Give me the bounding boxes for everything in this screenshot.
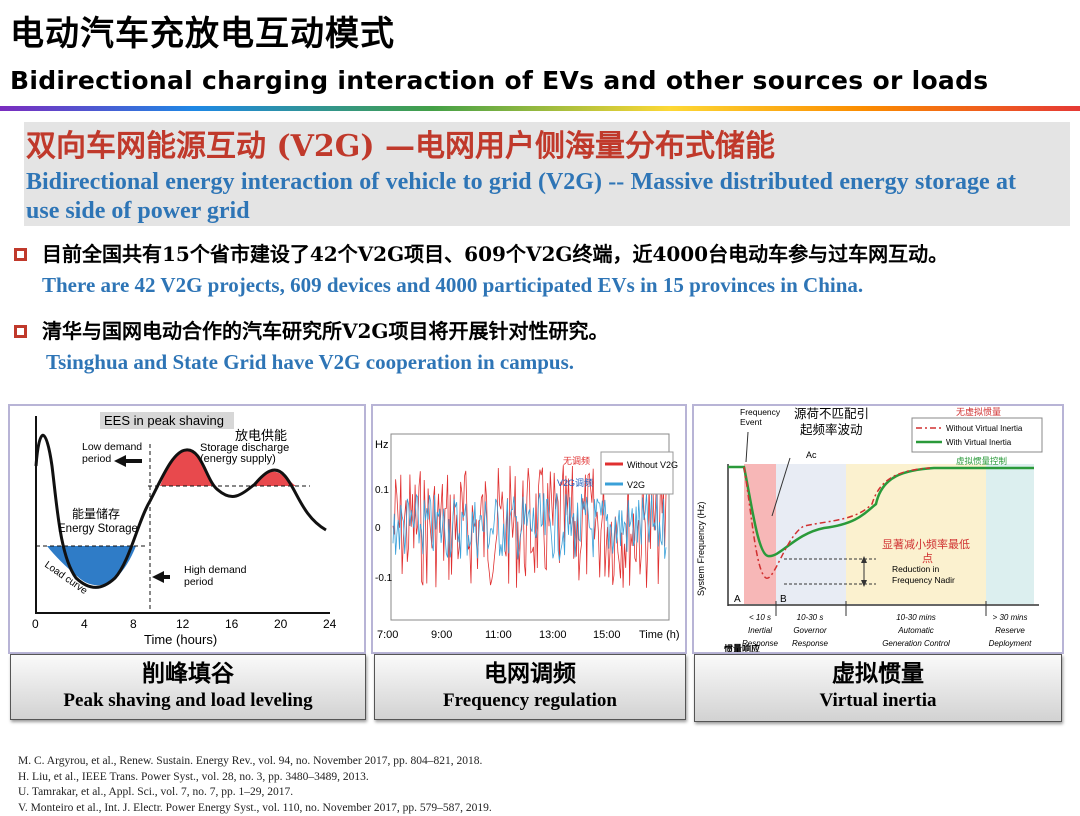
label-a: A (734, 594, 741, 605)
freq-y-tick: 0.1 (375, 485, 389, 496)
frequency-regulation-figure: Hz 0.1 0 -0.1 7:00 9:00 11:00 13:00 15:00 Time… (371, 404, 687, 654)
references: M. C. Argyrou, et al., Renew. Sustain. E… (18, 754, 492, 816)
freq-legend-cn-2: V2G调频 (557, 477, 593, 488)
virtual-inertia-figure: Ac Frequency Event 源荷不匹配引 起频率波动 Without … (692, 404, 1064, 654)
frequency-chart: Hz 0.1 0 -0.1 7:00 9:00 11:00 13:00 15:00 Time… (373, 406, 685, 652)
banner-title-cn: 双向车网能源互动 (V2G) —电网用户侧海量分布式储能 (26, 128, 775, 166)
reference-item: U. Tamrakar, et al., Appl. Sci., vol. 7,… (18, 785, 492, 801)
reference-item: M. C. Argyrou, et al., Renew. Sustain. E… (18, 754, 492, 770)
label-ac: Ac (806, 450, 817, 460)
label-event-2: Event (740, 417, 762, 427)
freq-y-tick: -0.1 (375, 573, 393, 584)
freq-legend-cn-1: 无调频 (563, 455, 590, 466)
phase-label: Governor (793, 626, 827, 635)
inertia-legend-2: With Virtual Inertia (946, 438, 1012, 447)
rainbow-divider (0, 106, 1080, 111)
label-storage-cn: 能量储存 (72, 506, 120, 521)
phase-label: 10-30 mins (896, 613, 936, 622)
peak-x-tick: 12 (176, 617, 190, 631)
peak-tag: EES in peak shaving (104, 413, 224, 428)
label-cn-inertia: 惯量响应 (724, 643, 760, 652)
peak-x-tick: 24 (323, 617, 337, 631)
freq-x-tick: 9:00 (431, 629, 452, 641)
freq-x-tick: 13:00 (539, 629, 567, 641)
label-reduce-2: Frequency Nadir (892, 575, 955, 585)
phase-label: Generation Control (882, 639, 950, 648)
freq-y-tick: 0 (375, 523, 381, 534)
label-cn-title: 源荷不匹配引 (794, 407, 869, 421)
peak-shaving-diagram: EES in peak shaving 放电供能 Storage dischar… (10, 406, 364, 652)
bullet-square-icon (14, 325, 27, 338)
label-cn-title-2: 起频率波动 (800, 422, 863, 437)
peak-x-tick: 20 (274, 617, 288, 631)
caption-inertia-cn: 虚拟惯量 (695, 659, 1061, 689)
peak-x-tick: 16 (225, 617, 239, 631)
caption-inertia-en: Virtual inertia (695, 689, 1061, 713)
phase-label: > 30 mins (993, 613, 1028, 622)
inertia-legend-3-cn: 虚拟惯量控制 (956, 456, 1007, 466)
page-title-en: Bidirectional charging interaction of EV… (10, 66, 988, 96)
label-energy-storage: Energy Storage (58, 523, 138, 535)
label-low-demand-period: period (82, 453, 111, 465)
virtual-inertia-diagram: Ac Frequency Event 源荷不匹配引 起频率波动 Without … (694, 406, 1062, 652)
phase-label: Automatic (897, 626, 934, 635)
caption-frequency: 电网调频 Frequency regulation (374, 654, 686, 720)
label-discharge-cn: 放电供能 (235, 428, 287, 443)
label-high-demand: High demand (184, 564, 247, 576)
freq-legend-2: V2G (627, 480, 645, 490)
phase-label: Inertial (748, 626, 772, 635)
freq-xlabel: Time (h) (639, 629, 680, 641)
phase-label: < 10 s (749, 613, 771, 622)
peak-x-tick: 8 (130, 617, 137, 631)
reference-item: H. Liu, et al., IEEE Trans. Power Syst.,… (18, 770, 492, 786)
bullet-2-cn: 清华与国网电动合作的汽车研究所V2G项目将开展针对性研究。 (42, 318, 609, 344)
freq-x-tick: 15:00 (593, 629, 621, 641)
phase-label: Reserve (995, 626, 1025, 635)
caption-peak-en: Peak shaving and load leveling (11, 689, 365, 713)
caption-frequency-en: Frequency regulation (375, 689, 685, 713)
page-title-cn: 电动汽车充放电互动模式 (10, 14, 395, 54)
bullet-1-en: There are 42 V2G projects, 609 devices a… (42, 272, 863, 298)
phase-label: Response (792, 639, 829, 648)
label-low-demand: Low demand (82, 441, 142, 453)
inertia-legend-title-cn: 无虚拟惯量 (956, 406, 1001, 417)
phase-label: 10-30 s (797, 613, 824, 622)
label-cn-reduce: 显著减小频率最低 (882, 537, 970, 551)
freq-ylabel: Hz (375, 439, 388, 451)
bullet-2-en: Tsinghua and State Grid have V2G coopera… (46, 349, 574, 375)
label-b: B (780, 594, 787, 605)
banner-subtitle-en: Bidirectional energy interaction of vehi… (26, 168, 1016, 226)
freq-x-tick: 11:00 (485, 629, 512, 641)
caption-inertia: 虚拟惯量 Virtual inertia (694, 654, 1062, 722)
label-reduce: Reduction in (892, 564, 940, 574)
inertia-legend-1: Without Virtual Inertia (946, 424, 1023, 433)
inertia-ylabel: System Frequency (Hz) (696, 501, 706, 596)
reference-item: V. Monteiro et al., Int. J. Electr. Powe… (18, 801, 492, 816)
caption-peak: 削峰填谷 Peak shaving and load leveling (10, 654, 366, 720)
label-energy-supply: (energy supply) (200, 453, 276, 465)
caption-peak-cn: 削峰填谷 (11, 659, 365, 689)
freq-x-tick: 7:00 (377, 629, 398, 641)
bullet-1-cn: 目前全国共有15个省市建设了42个V2G项目、609个V2G终端，近4000台电… (42, 241, 948, 267)
peak-x-tick: 4 (81, 617, 88, 631)
peak-xlabel: Time (hours) (144, 632, 217, 647)
label-event: Frequency (740, 407, 781, 417)
peak-shaving-figure: EES in peak shaving 放电供能 Storage dischar… (8, 404, 366, 654)
label-high-demand-period: period (184, 576, 213, 588)
caption-frequency-cn: 电网调频 (375, 659, 685, 689)
phase-label: Deployment (989, 639, 1032, 648)
freq-legend-1: Without V2G (627, 460, 678, 470)
peak-x-tick: 0 (32, 617, 39, 631)
bullet-square-icon (14, 248, 27, 261)
